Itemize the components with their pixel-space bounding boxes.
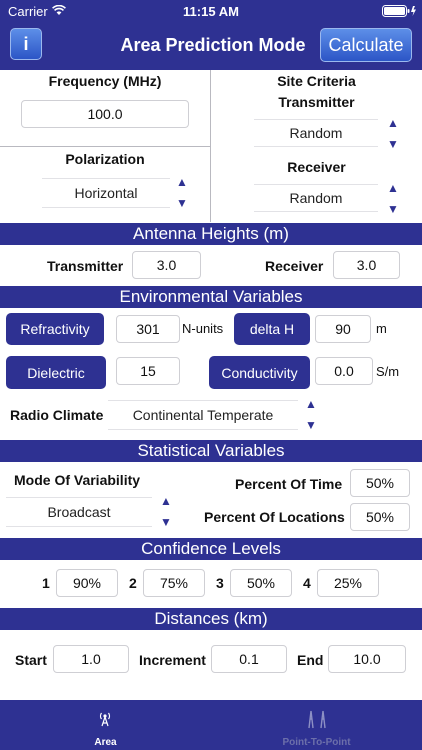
percent-of-locations-label: Percent Of Locations xyxy=(204,509,345,525)
confidence-4-input[interactable]: 25% xyxy=(317,569,379,597)
transmitter-criteria-label: Transmitter xyxy=(278,94,355,110)
receiver-criteria-down-arrow[interactable]: ▼ xyxy=(387,202,399,216)
receiver-criteria-label: Receiver xyxy=(287,159,346,175)
delta-h-button[interactable]: delta H xyxy=(234,313,310,345)
percent-of-time-label: Percent Of Time xyxy=(235,476,343,492)
frequency-label: Frequency (MHz) xyxy=(48,73,162,89)
statistical-variables-header: Statistical Variables xyxy=(0,440,422,462)
refractivity-input[interactable]: 301 xyxy=(116,315,180,343)
clock: 11:15 AM xyxy=(183,4,239,19)
increment-label: Increment xyxy=(139,652,206,668)
antenna-icon xyxy=(99,712,111,727)
end-input[interactable]: 10.0 xyxy=(328,645,406,673)
start-input[interactable]: 1.0 xyxy=(53,645,129,673)
polarization-down-arrow[interactable]: ▼ xyxy=(176,196,188,210)
mode-of-variability-down-arrow[interactable]: ▼ xyxy=(160,515,172,529)
distances-header: Distances (km) xyxy=(0,608,422,630)
transmitter-criteria-up-arrow[interactable]: ▲ xyxy=(387,116,399,130)
info-button[interactable]: i xyxy=(10,28,42,60)
transmitter-criteria-down-arrow[interactable]: ▼ xyxy=(387,137,399,151)
radio-climate-picker[interactable]: Continental Temperate xyxy=(108,400,298,430)
antenna-receiver-label: Receiver xyxy=(265,258,324,274)
conductivity-button[interactable]: Conductivity xyxy=(209,356,310,389)
dielectric-input[interactable]: 15 xyxy=(116,357,180,385)
polarization-label: Polarization xyxy=(65,151,145,167)
antenna-receiver-input[interactable]: 3.0 xyxy=(333,251,400,279)
nav-bar: i Area Prediction Mode Calculate xyxy=(0,22,422,70)
environmental-variables-header: Environmental Variables xyxy=(0,286,422,308)
tab-area[interactable]: Area xyxy=(0,700,211,750)
towers-icon xyxy=(308,710,326,729)
radio-climate-down-arrow[interactable]: ▼ xyxy=(305,418,317,432)
refractivity-unit: N-units xyxy=(182,321,224,336)
confidence-levels-header: Confidence Levels xyxy=(0,538,422,560)
confidence-4-label: 4 xyxy=(303,575,311,591)
polarization-up-arrow[interactable]: ▲ xyxy=(176,175,188,189)
dielectric-button[interactable]: Dielectric xyxy=(6,356,106,389)
confidence-1-label: 1 xyxy=(42,575,50,591)
end-label: End xyxy=(297,652,324,668)
percent-of-time-input[interactable]: 50% xyxy=(350,469,410,497)
percent-of-locations-input[interactable]: 50% xyxy=(350,503,410,531)
wifi-icon xyxy=(52,5,66,15)
site-criteria-label: Site Criteria xyxy=(277,73,356,89)
radio-climate-up-arrow[interactable]: ▲ xyxy=(305,397,317,411)
carrier-label: Carrier xyxy=(8,4,48,19)
confidence-2-input[interactable]: 75% xyxy=(143,569,205,597)
start-label: Start xyxy=(15,652,47,668)
radio-climate-label: Radio Climate xyxy=(10,407,104,423)
receiver-criteria-up-arrow[interactable]: ▲ xyxy=(387,181,399,195)
page-title: Area Prediction Mode xyxy=(120,35,306,55)
conductivity-unit: S/m xyxy=(376,364,400,379)
tab-bar: Area Point-To-Point xyxy=(0,700,422,750)
battery-icon xyxy=(382,5,416,17)
confidence-3-label: 3 xyxy=(216,575,224,591)
tab-area-label: Area xyxy=(94,737,117,748)
mode-of-variability-label: Mode Of Variability xyxy=(14,472,141,488)
increment-input[interactable]: 0.1 xyxy=(211,645,287,673)
tab-point-to-point[interactable]: Point-To-Point xyxy=(211,700,422,750)
tab-point-to-point-label: Point-To-Point xyxy=(282,737,351,748)
refractivity-button[interactable]: Refractivity xyxy=(6,313,104,345)
delta-h-input[interactable]: 90 xyxy=(315,315,371,343)
antenna-heights-header: Antenna Heights (m) xyxy=(0,223,422,245)
frequency-input[interactable]: 100.0 xyxy=(21,100,189,128)
calculate-button[interactable]: Calculate xyxy=(320,28,412,62)
status-bar: Carrier 11:15 AM xyxy=(0,0,422,22)
confidence-2-label: 2 xyxy=(129,575,137,591)
conductivity-input[interactable]: 0.0 xyxy=(315,357,373,385)
transmitter-criteria-picker[interactable]: Random xyxy=(254,119,378,147)
antenna-transmitter-input[interactable]: 3.0 xyxy=(132,251,201,279)
mode-of-variability-up-arrow[interactable]: ▲ xyxy=(160,494,172,508)
antenna-transmitter-label: Transmitter xyxy=(47,258,124,274)
confidence-3-input[interactable]: 50% xyxy=(230,569,292,597)
polarization-picker[interactable]: Horizontal xyxy=(42,178,170,208)
row-divider xyxy=(0,146,210,147)
column-divider xyxy=(210,70,211,222)
receiver-criteria-picker[interactable]: Random xyxy=(254,184,378,212)
delta-h-unit: m xyxy=(376,321,387,336)
mode-of-variability-picker[interactable]: Broadcast xyxy=(6,497,152,527)
confidence-1-input[interactable]: 90% xyxy=(56,569,118,597)
